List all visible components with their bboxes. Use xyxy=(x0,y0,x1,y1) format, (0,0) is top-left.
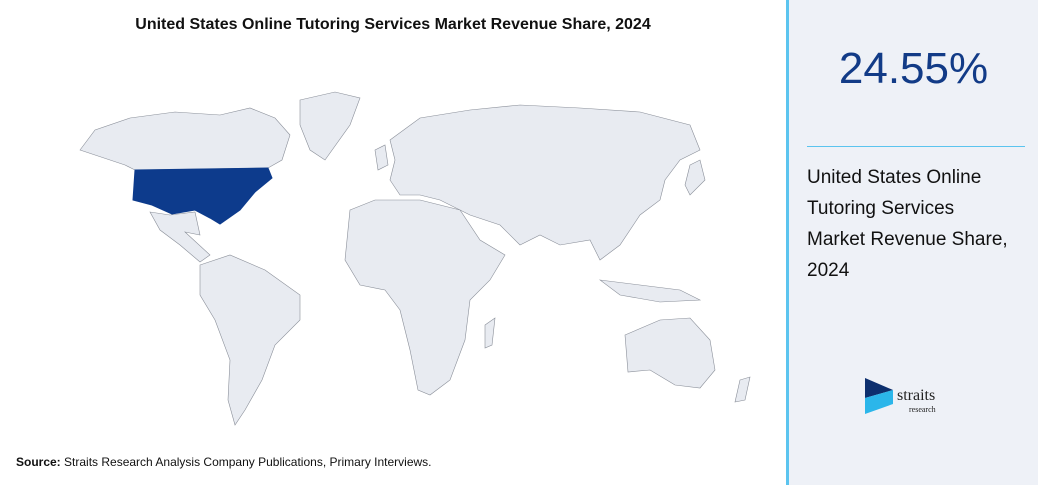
source: Source: Straits Research Analysis Compan… xyxy=(16,455,432,469)
highlight-value: 24.55% xyxy=(838,44,989,93)
world-map xyxy=(79,91,751,426)
source-label: Source: xyxy=(16,455,61,469)
logo-mark-top xyxy=(865,378,893,398)
madagascar xyxy=(484,317,496,349)
logo-mark-bottom xyxy=(865,390,893,414)
source-text: Straits Research Analysis Company Public… xyxy=(64,455,432,469)
divider xyxy=(807,146,1025,147)
greenland xyxy=(299,91,361,161)
japan xyxy=(684,159,706,196)
north-america xyxy=(79,107,291,171)
europe-asia xyxy=(389,104,701,261)
logo-name: straits xyxy=(897,387,935,404)
title: United States Online Tutoring Services M… xyxy=(135,16,651,33)
countries xyxy=(79,91,751,426)
australia xyxy=(624,317,716,389)
logo-sub: research xyxy=(909,405,936,414)
mexico-central-america xyxy=(149,211,211,263)
logo: straits research xyxy=(865,378,936,414)
side-panel: 24.55% United States Online Tutoring Ser… xyxy=(786,0,1038,485)
uk xyxy=(374,144,389,171)
south-america xyxy=(199,254,301,426)
africa xyxy=(344,199,506,396)
indonesia xyxy=(598,279,702,303)
united-states xyxy=(132,167,273,225)
new-zealand xyxy=(734,376,751,403)
highlight-label: United States Online Tutoring Services M… xyxy=(807,167,1008,281)
